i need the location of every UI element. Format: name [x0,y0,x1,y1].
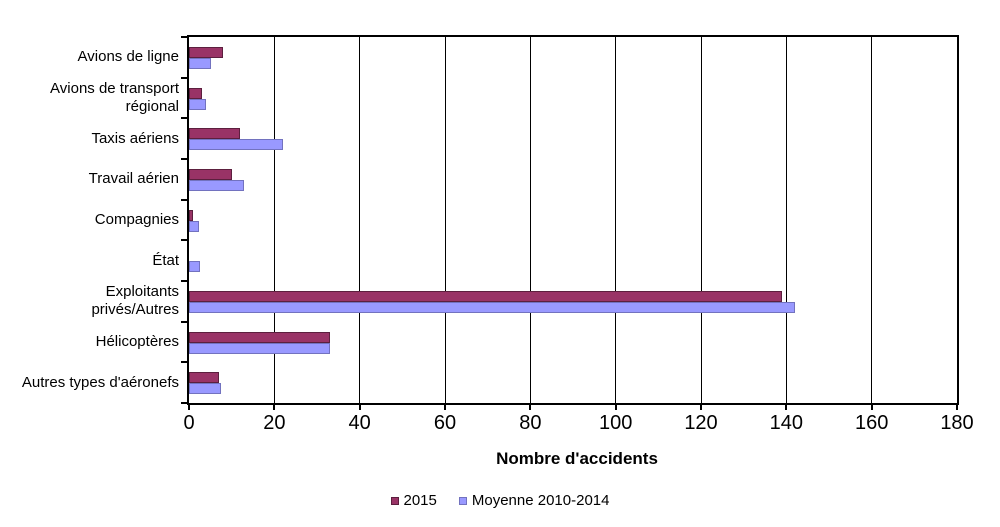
category-label: Autres types d'aéronefs [21,373,179,391]
bar-average [189,98,207,110]
x-tick-label: 20 [263,412,286,434]
x-tick-label: 160 [854,412,889,434]
x-tick-label: 140 [769,412,804,434]
bar-current [189,87,202,99]
x-axis-title: Nombre d'accidents [496,449,658,468]
x-axis-tick [614,405,617,410]
x-tick-label: 60 [433,412,457,434]
y-axis-tick [181,198,187,201]
x-axis-tick [188,405,190,410]
legend: 2015 Moyenne 2010-2014 [0,492,1000,509]
legend-item-current: 2015 [390,492,437,509]
bar-current [189,169,232,180]
legend-item-average: Moyenne 2010-2014 [458,492,610,509]
y-axis-tick [181,76,187,79]
bar-current [189,291,783,302]
category-label: Compagnies [94,210,179,228]
x-axis-tick [444,405,446,410]
grid-line [615,37,617,403]
category-label: Avions de ligne [77,48,179,66]
y-axis-tick [181,361,187,364]
plot-area [187,35,959,405]
category-label: Hélicoptères [95,332,179,350]
y-axis-tick [181,239,187,242]
category-label: État [152,251,179,269]
category-label: Avions de transport régional [50,79,179,115]
bar-average [189,180,245,191]
x-tick-label: 180 [940,412,974,434]
legend-label: Moyenne 2010-2014 [471,492,610,509]
x-tick-label: 40 [348,412,371,434]
y-axis-tick [181,402,187,404]
grid-line [700,37,702,403]
legend-label: 2015 [403,492,437,509]
bar-average [189,139,283,151]
bar-average [189,261,201,273]
x-axis-tick [273,405,276,410]
y-axis-tick [181,36,187,38]
x-axis-tick [785,405,788,410]
bar-average [189,383,221,395]
y-axis-tick [181,158,187,160]
grid-line [871,37,873,403]
bar-average [189,220,200,232]
grid-line [785,37,787,403]
grid-line [444,37,446,403]
x-tick-label: 80 [519,412,542,434]
grid-line [529,37,531,403]
category-label: Taxis aériens [91,129,179,147]
bar-current [189,47,224,58]
bar-current [189,372,219,384]
bar-current [189,209,194,221]
x-axis-tick [870,405,873,410]
grid-line [273,37,275,403]
category-label: Exploitants privés/Autres [91,283,179,319]
bar-average [189,302,795,313]
y-axis-tick [181,117,187,120]
legend-swatch-average [458,496,467,505]
bar-current [189,128,241,140]
y-axis-tick [181,320,187,323]
y-axis-tick [181,280,187,282]
x-tick-label: 100 [598,412,633,434]
bar-average [189,342,330,354]
x-axis-tick [358,405,361,410]
grid-line [359,37,361,403]
x-tick-label: 120 [684,412,718,434]
x-axis-tick [956,405,958,410]
x-axis-tick [700,405,702,410]
bar-average [189,58,212,69]
bar-current [189,331,330,343]
x-tick-label: 0 [183,412,195,434]
x-axis-tick [529,405,532,410]
category-label: Travail aérien [88,170,179,188]
legend-swatch-current [390,496,399,505]
